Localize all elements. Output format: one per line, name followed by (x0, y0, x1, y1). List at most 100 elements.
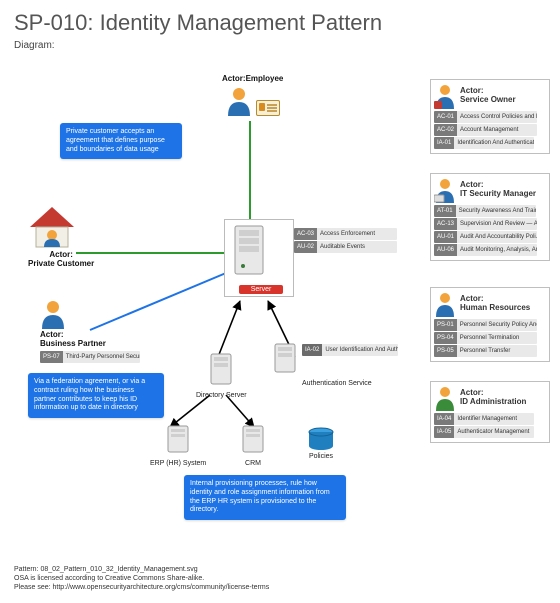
server-icon (240, 442, 266, 459)
tag-code: AU-01 (434, 231, 457, 243)
actor-employee: Actor:Employee (222, 75, 283, 116)
server-icon (165, 442, 191, 459)
footer-line: OSA is licensed according to Creative Co… (14, 574, 546, 583)
control-tag: IA-04Identifier Management (434, 413, 546, 425)
tag-code: AC-01 (434, 111, 457, 123)
panel-id-administration: Actor:ID Administration IA-04Identifier … (430, 381, 550, 443)
footer-line: Pattern: 08_02_Pattern_010_32_Identity_M… (14, 565, 546, 574)
tag-code: AC-03 (294, 228, 317, 240)
tag-code: PS-01 (434, 319, 457, 331)
house-icon (28, 205, 94, 249)
person-icon (434, 83, 456, 109)
control-tag: PS-05Personnel Transfer (434, 345, 546, 357)
panel-human-resources: Actor:Human Resources PS-01Personnel Sec… (430, 287, 550, 362)
erp-node: ERP (HR) System (150, 425, 206, 467)
subtitle: Diagram: (0, 40, 560, 55)
tag-code: AC-02 (434, 124, 457, 136)
control-tag: PS-01Personnel Security Policy And Proce… (434, 319, 546, 331)
actor-name: Private Customer (28, 260, 94, 269)
tag-code: IA-02 (302, 344, 322, 356)
server-badge: Server (239, 285, 283, 294)
panel-service-owner: Actor:Service Owner AC-01Access Control … (430, 79, 550, 154)
crm-node: CRM (240, 425, 266, 467)
person-icon (434, 291, 456, 317)
control-tag: AU-02 Auditable Events (294, 241, 404, 253)
control-tag: AU-01Audit And Accountability Poli... (434, 231, 546, 243)
tag-label: Audit Monitoring, Analysis, And Repor... (457, 244, 537, 256)
tag-label: Access Control Policies and Proced... (457, 111, 537, 123)
directory-server-node: Directory Server (196, 353, 247, 399)
tag-code: PS-05 (434, 345, 457, 357)
tag-code: AC-13 (434, 218, 457, 230)
control-tag: AC-02Account Management (434, 124, 546, 136)
panel-name: IT Security Manager (460, 190, 536, 199)
control-tag: PS-04Personnel Termination (434, 332, 546, 344)
node-label: Directory Server (196, 392, 247, 399)
tag-label: Account Management (457, 124, 537, 136)
tag-code: AU-02 (294, 241, 317, 253)
id-card-icon (256, 100, 280, 116)
server-icon (229, 224, 289, 280)
tag-label: Identifier Management (454, 413, 534, 425)
control-tag: AT-01Security Awareness And Training Pol… (434, 205, 546, 217)
tag-label: User Identification And Authentication (322, 344, 398, 356)
callout-privacy-agreement: Private customer accepts an agreement th… (60, 123, 182, 159)
server-tags: AC-03 Access Enforcement AU-02 Auditable… (294, 227, 404, 254)
control-tag: AC-01Access Control Policies and Proced.… (434, 111, 546, 123)
panel-name: ID Administration (460, 398, 526, 407)
tag-code: PS-04 (434, 332, 457, 344)
actor-private-customer: Actor: Private Customer (28, 205, 94, 269)
tag-code: AT-01 (434, 205, 456, 217)
control-tag: AC-13Supervision And Review — Access Co.… (434, 218, 546, 230)
person-icon (434, 177, 456, 203)
control-tag: IA-02 User Identification And Authentica… (302, 344, 398, 356)
footer-line: Please see: http://www.opensecurityarchi… (14, 583, 546, 592)
node-label: Authentication Service (302, 380, 402, 387)
database-icon (306, 427, 336, 453)
node-label: ERP (HR) System (150, 460, 206, 467)
actor-name: Employee (246, 74, 284, 83)
tag-code: IA-05 (434, 426, 454, 438)
tag-label: Personnel Security Policy And Procedur..… (457, 319, 537, 331)
tag-label: Auditable Events (317, 241, 397, 253)
node-label: CRM (240, 460, 266, 467)
panel-name: Human Resources (460, 304, 530, 313)
tag-label: Third-Party Personnel Security (63, 351, 140, 363)
server-node: Server (224, 219, 294, 297)
actor-name: Business Partner (40, 340, 140, 349)
tag-label: Access Enforcement (317, 228, 397, 240)
tag-label: Identification And Authentication Poli..… (454, 137, 534, 149)
footer: Pattern: 08_02_Pattern_010_32_Identity_M… (0, 565, 560, 598)
tag-label: Personnel Transfer (457, 345, 537, 357)
control-tag: IA-05Authenticator Management (434, 426, 546, 438)
control-tag: AU-06Audit Monitoring, Analysis, And Rep… (434, 244, 546, 256)
node-label: Policies (306, 453, 336, 460)
tag-code: IA-04 (434, 413, 454, 425)
tag-label: Authenticator Management (454, 426, 534, 438)
tag-label: Personnel Termination (457, 332, 537, 344)
person-icon (40, 299, 66, 329)
auth-service-node: IA-02 User Identification And Authentica… (272, 343, 402, 387)
panel-name: Service Owner (460, 96, 516, 105)
tag-label: Audit And Accountability Poli... (457, 231, 537, 243)
control-tag: PS-07 Third-Party Personnel Security (40, 351, 140, 363)
server-icon (272, 343, 298, 380)
actor-role: Actor: (222, 74, 246, 83)
person-icon (434, 385, 456, 411)
tag-label: Security Awareness And Training Policy..… (456, 205, 536, 217)
control-tag: IA-01Identification And Authentication P… (434, 137, 546, 149)
tag-code: AU-06 (434, 244, 457, 256)
tag-code: IA-01 (434, 137, 454, 149)
callout-provisioning: Internal provisioning processes, rule ho… (184, 475, 346, 520)
page-title: SP-010: Identity Management Pattern (0, 0, 560, 40)
callout-federation: Via a federation agreement, or via a con… (28, 373, 164, 418)
person-icon (226, 86, 252, 116)
policies-node: Policies (306, 427, 336, 460)
diagram-canvas: Private customer accepts an agreement th… (0, 55, 560, 565)
server-icon (207, 374, 235, 391)
tag-label: Supervision And Review — Access Co... (457, 218, 537, 230)
tag-code: PS-07 (40, 351, 63, 363)
actor-business-partner: Actor: Business Partner PS-07 Third-Part… (40, 299, 140, 364)
panel-it-security-manager: Actor:IT Security Manager AT-01Security … (430, 173, 550, 261)
control-tag: AC-03 Access Enforcement (294, 228, 404, 240)
